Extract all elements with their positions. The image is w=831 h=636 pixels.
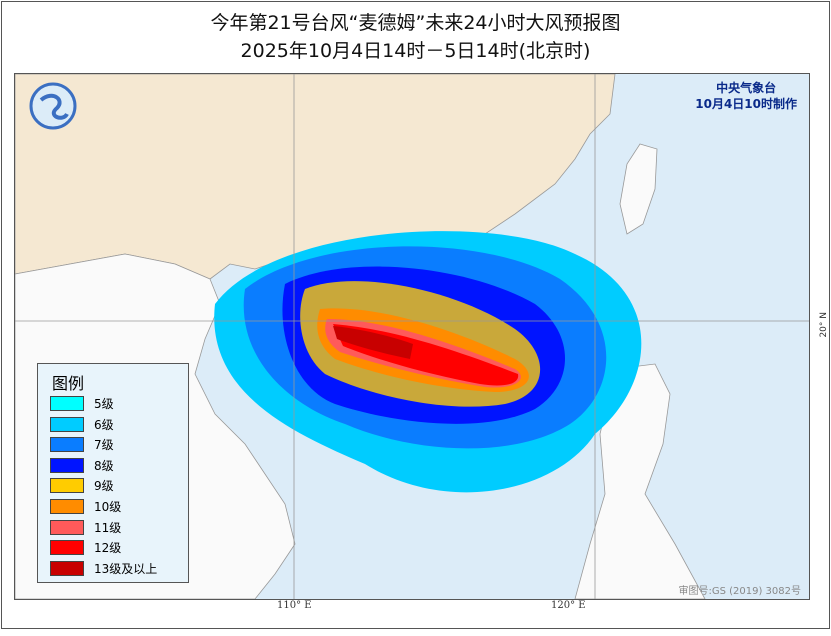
legend-label: 7级 bbox=[94, 437, 114, 452]
legend-label: 9级 bbox=[94, 478, 114, 493]
legend-swatch bbox=[50, 477, 84, 493]
legend-item: 5级 bbox=[50, 395, 114, 411]
legend-item: 12级 bbox=[50, 539, 121, 555]
legend-item: 6级 bbox=[50, 416, 114, 432]
agency-name: 中央气象台 bbox=[716, 81, 777, 95]
legend-label: 13级及以上 bbox=[94, 561, 158, 576]
legend-label: 10级 bbox=[94, 499, 122, 514]
legend-swatch bbox=[50, 539, 84, 555]
agency-label: 中央气象台 10月4日10时制作 bbox=[695, 80, 797, 112]
issue-time: 10月4日10时制作 bbox=[695, 97, 797, 111]
zone-13 bbox=[333, 326, 413, 359]
legend-label: 12级 bbox=[94, 540, 122, 555]
cma-logo bbox=[29, 82, 77, 130]
lon-tick-120: 120° E bbox=[551, 600, 586, 611]
legend-swatch bbox=[50, 395, 84, 411]
legend-label: 11级 bbox=[94, 520, 122, 535]
legend-label: 8级 bbox=[94, 458, 114, 473]
legend-swatch bbox=[50, 519, 84, 535]
land-taiwan bbox=[619, 143, 658, 235]
legend-swatch bbox=[50, 457, 84, 473]
legend-item: 10级 bbox=[50, 498, 121, 514]
legend-label: 5级 bbox=[94, 396, 114, 411]
approval-number: 审图号:GS (2019) 3082号 bbox=[678, 586, 801, 597]
wind-forecast-map: 中央气象台 10月4日10时制作 图例 5级 6级 7级 8级 9级 10级 1… bbox=[14, 73, 810, 600]
land-luzon bbox=[574, 363, 706, 599]
map-title: 今年第21号台风“麦德姆”未来24小时大风预报图 bbox=[210, 12, 621, 34]
legend-item: 11级 bbox=[50, 519, 121, 535]
legend-item: 7级 bbox=[50, 436, 114, 452]
legend-swatch bbox=[50, 498, 84, 514]
legend-label: 6级 bbox=[94, 417, 114, 432]
wind-zones bbox=[214, 231, 642, 493]
legend-swatch bbox=[50, 560, 84, 576]
legend-title: 图例 bbox=[52, 374, 85, 393]
lon-tick-110: 110° E bbox=[277, 600, 312, 611]
legend-swatch bbox=[50, 416, 84, 432]
legend-item: 9级 bbox=[50, 477, 114, 493]
legend: 图例 5级 6级 7级 8级 9级 10级 11级 12级 13级及以上 bbox=[37, 363, 189, 583]
legend-swatch bbox=[50, 436, 84, 452]
map-subtitle: 2025年10月4日14时－5日14时(北京时) bbox=[240, 40, 591, 62]
lat-tick-20: 20° N bbox=[819, 312, 829, 338]
legend-item: 13级及以上 bbox=[50, 560, 157, 576]
legend-item: 8级 bbox=[50, 457, 114, 473]
